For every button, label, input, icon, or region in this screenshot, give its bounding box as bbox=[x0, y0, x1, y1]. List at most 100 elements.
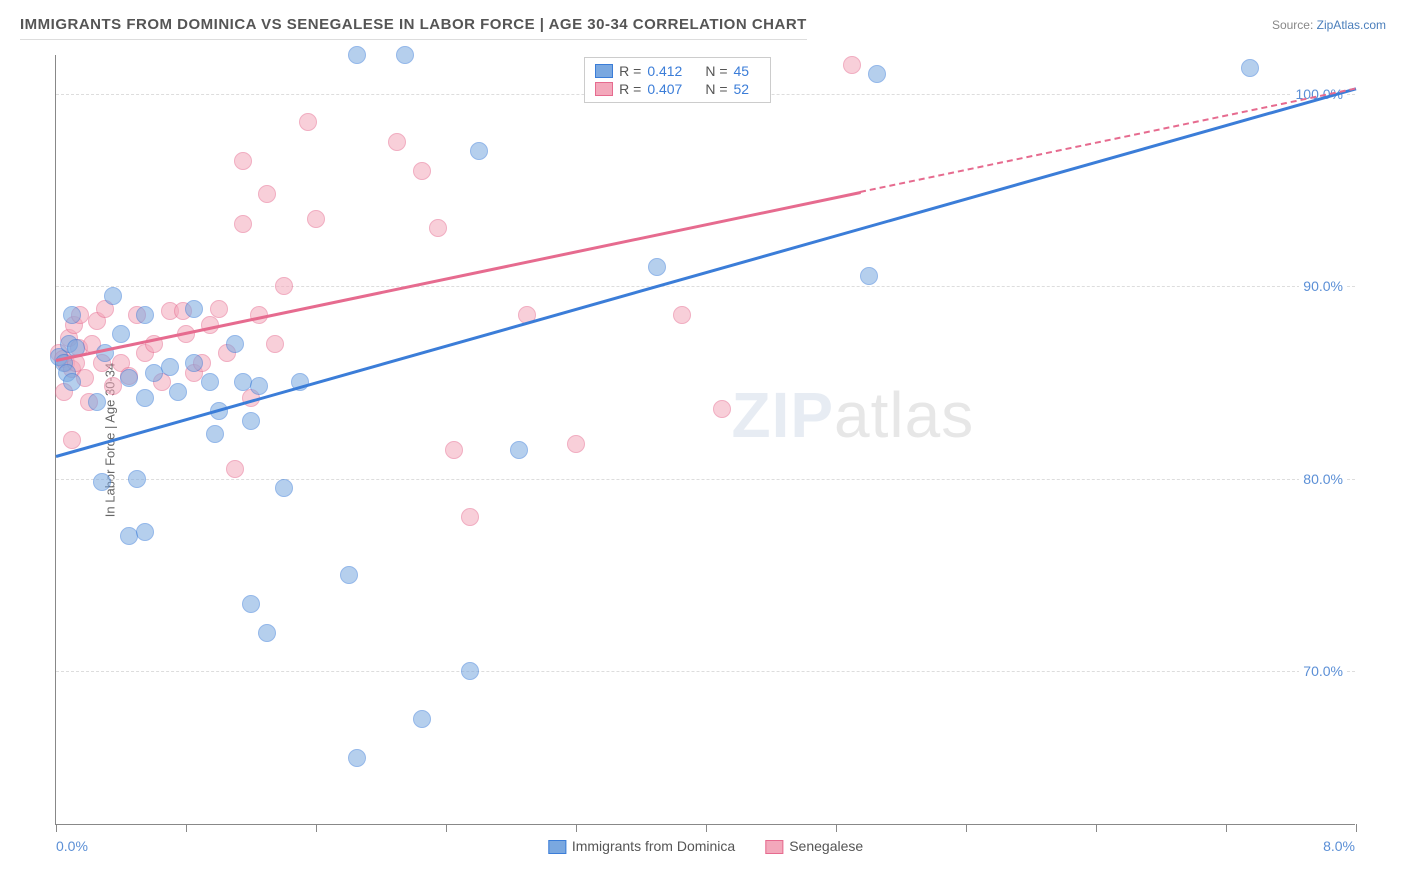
gridline bbox=[56, 479, 1355, 480]
data-point bbox=[713, 400, 731, 418]
data-point bbox=[1241, 59, 1259, 77]
legend-n-label: N = bbox=[705, 63, 727, 79]
data-point bbox=[185, 354, 203, 372]
data-point bbox=[266, 335, 284, 353]
data-point bbox=[104, 287, 122, 305]
data-point bbox=[258, 185, 276, 203]
x-tick-label: 0.0% bbox=[56, 838, 88, 854]
data-point bbox=[104, 377, 122, 395]
data-point bbox=[340, 566, 358, 584]
data-point bbox=[161, 358, 179, 376]
data-point bbox=[63, 306, 81, 324]
data-point bbox=[136, 523, 154, 541]
plot-area: ZIPatlas 70.0%80.0%90.0%100.0%0.0%8.0%R … bbox=[55, 55, 1355, 825]
correlation-chart: In Labor Force | Age 30-34 ZIPatlas 70.0… bbox=[55, 55, 1355, 825]
legend-r-value: 0.412 bbox=[647, 63, 699, 79]
trend-line bbox=[56, 88, 1357, 459]
data-point bbox=[860, 267, 878, 285]
legend-swatch bbox=[595, 64, 613, 78]
x-tick bbox=[1356, 824, 1357, 832]
legend-swatch bbox=[765, 840, 783, 854]
legend-n-value: 45 bbox=[734, 63, 760, 79]
data-point bbox=[226, 335, 244, 353]
data-point bbox=[234, 373, 252, 391]
data-point bbox=[128, 470, 146, 488]
watermark-thin: atlas bbox=[834, 379, 974, 451]
data-point bbox=[299, 113, 317, 131]
legend-r-label: R = bbox=[619, 63, 641, 79]
watermark: ZIPatlas bbox=[731, 378, 974, 452]
source-attribution: Source: ZipAtlas.com bbox=[1272, 10, 1386, 32]
x-tick bbox=[316, 824, 317, 832]
gridline bbox=[56, 671, 1355, 672]
data-point bbox=[242, 595, 260, 613]
data-point bbox=[413, 162, 431, 180]
legend-swatch bbox=[548, 840, 566, 854]
legend-item: Senegalese bbox=[765, 838, 863, 854]
x-tick bbox=[836, 824, 837, 832]
data-point bbox=[136, 306, 154, 324]
legend-label: Senegalese bbox=[789, 838, 863, 854]
x-tick bbox=[446, 824, 447, 832]
x-tick bbox=[1096, 824, 1097, 832]
data-point bbox=[136, 389, 154, 407]
data-point bbox=[242, 412, 260, 430]
legend-row: R = 0.407 N = 52 bbox=[595, 80, 759, 98]
data-point bbox=[470, 142, 488, 160]
data-point bbox=[210, 300, 228, 318]
data-point bbox=[673, 306, 691, 324]
x-tick bbox=[576, 824, 577, 832]
data-point bbox=[396, 46, 414, 64]
data-point bbox=[226, 460, 244, 478]
data-point bbox=[63, 431, 81, 449]
data-point bbox=[234, 215, 252, 233]
y-tick-label: 80.0% bbox=[1299, 471, 1347, 487]
x-tick bbox=[56, 824, 57, 832]
legend-row: R = 0.412 N = 45 bbox=[595, 62, 759, 80]
data-point bbox=[169, 383, 187, 401]
data-point bbox=[868, 65, 886, 83]
watermark-bold: ZIP bbox=[731, 379, 834, 451]
data-point bbox=[429, 219, 447, 237]
data-point bbox=[348, 749, 366, 767]
data-point bbox=[88, 393, 106, 411]
data-point bbox=[413, 710, 431, 728]
x-tick-label: 8.0% bbox=[1323, 838, 1355, 854]
source-label: Source: bbox=[1272, 18, 1313, 32]
legend-r-value: 0.407 bbox=[647, 81, 699, 97]
x-tick bbox=[706, 824, 707, 832]
trend-line bbox=[56, 191, 861, 362]
data-point bbox=[250, 377, 268, 395]
legend-r-label: R = bbox=[619, 81, 641, 97]
data-point bbox=[206, 425, 224, 443]
data-point bbox=[112, 325, 130, 343]
data-point bbox=[567, 435, 585, 453]
data-point bbox=[93, 473, 111, 491]
gridline bbox=[56, 286, 1355, 287]
data-point bbox=[648, 258, 666, 276]
data-point bbox=[185, 300, 203, 318]
data-point bbox=[258, 624, 276, 642]
data-point bbox=[461, 508, 479, 526]
data-point bbox=[307, 210, 325, 228]
data-point bbox=[843, 56, 861, 74]
data-point bbox=[461, 662, 479, 680]
data-point bbox=[275, 479, 293, 497]
x-tick bbox=[966, 824, 967, 832]
y-tick-label: 90.0% bbox=[1299, 278, 1347, 294]
legend-n-label: N = bbox=[705, 81, 727, 97]
y-tick-label: 70.0% bbox=[1299, 663, 1347, 679]
data-point bbox=[120, 527, 138, 545]
legend-n-value: 52 bbox=[734, 81, 760, 97]
x-tick bbox=[1226, 824, 1227, 832]
trend-line bbox=[860, 88, 1356, 193]
chart-title: IMMIGRANTS FROM DOMINICA VS SENEGALESE I… bbox=[20, 10, 807, 40]
source-link[interactable]: ZipAtlas.com bbox=[1317, 18, 1386, 32]
legend-label: Immigrants from Dominica bbox=[572, 838, 735, 854]
data-point bbox=[348, 46, 366, 64]
data-point bbox=[63, 373, 81, 391]
data-point bbox=[445, 441, 463, 459]
data-point bbox=[275, 277, 293, 295]
data-point bbox=[510, 441, 528, 459]
correlation-legend: R = 0.412 N = 45 R = 0.407 N = 52 bbox=[584, 57, 770, 103]
